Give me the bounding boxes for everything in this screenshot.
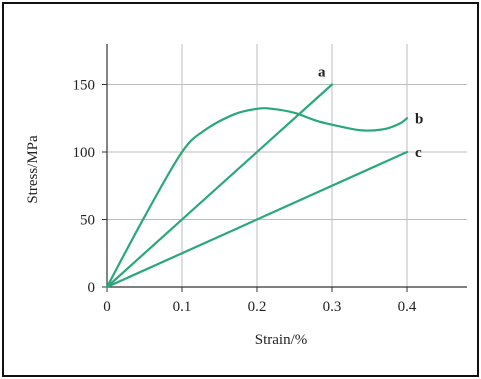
series-line-b: [105, 107, 409, 289]
y-tick-label: 100: [73, 145, 96, 161]
tick-labels: 0 0.1 0.2 0.3 0.4 0 50 100 150: [73, 78, 417, 316]
series-label-a: a: [318, 65, 326, 81]
series-label-b: b: [415, 111, 423, 127]
x-tick-label: 0.1: [173, 299, 192, 315]
x-axis-label: Strain/%: [255, 332, 308, 348]
series-labels: a b c: [318, 65, 423, 162]
x-tick-label: 0.2: [248, 299, 267, 315]
y-tick-label: 50: [80, 213, 95, 229]
series-line-a: [105, 83, 334, 289]
series-lines: [105, 83, 409, 289]
y-axis-label: Stress/MPa: [25, 135, 41, 204]
grid-lines: [107, 44, 467, 287]
x-tick-label: 0.3: [323, 299, 342, 315]
series-line-c: [105, 150, 409, 289]
axes: [102, 44, 467, 292]
series-label-c: c: [415, 145, 422, 161]
x-tick-label: 0.4: [398, 299, 417, 315]
x-tick-label: 0: [103, 299, 111, 315]
y-tick-label: 0: [88, 280, 96, 296]
y-tick-label: 150: [73, 78, 96, 94]
